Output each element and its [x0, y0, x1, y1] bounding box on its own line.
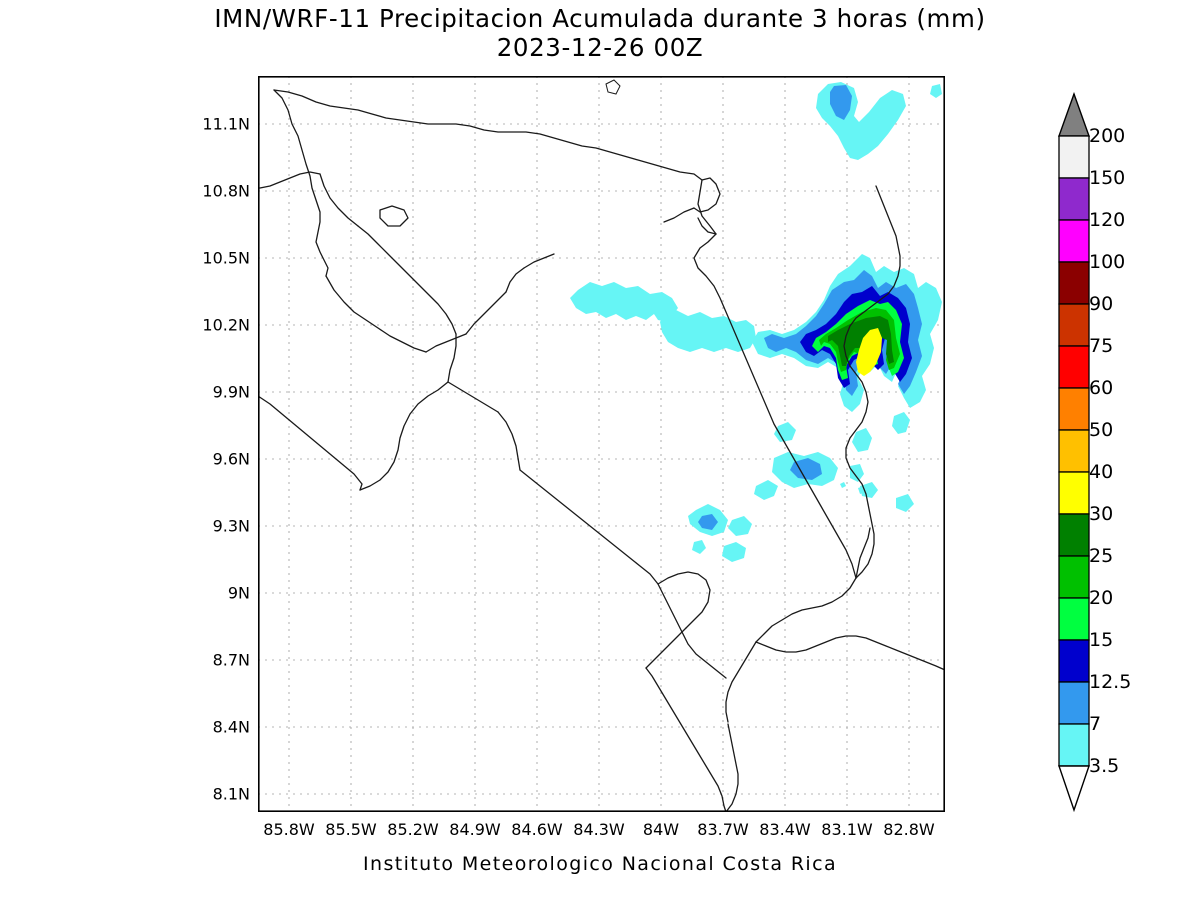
x-axis-label-8: 83.4W: [759, 820, 811, 839]
title-line-primary: IMN/WRF-11 Precipitacion Acumulada duran…: [214, 4, 986, 33]
plot-frame: [258, 76, 945, 812]
precip-cell-north: [816, 82, 942, 160]
y-axis-label-2: 10.5N: [202, 248, 250, 268]
colorbar-triangle-up: [1058, 91, 1090, 137]
colorbar-label-75: 75: [1089, 335, 1114, 357]
colorbar-swatch-120-150: [1058, 177, 1090, 221]
map-gridlines: [258, 76, 945, 812]
x-axis-label-0: 85.8W: [263, 820, 315, 839]
figure-title: IMN/WRF-11 Precipitacion Acumulada duran…: [0, 4, 1200, 62]
title-line-timestamp: 2023-12-26 00Z: [496, 33, 704, 62]
colorbar-label-60: 60: [1089, 377, 1114, 399]
map-background: [258, 76, 945, 812]
colorbar-swatches: [1058, 91, 1090, 813]
x-axis-label-5: 84.3W: [573, 820, 625, 839]
colorbar-label-90: 90: [1089, 293, 1114, 315]
precipitation-contours: [570, 79, 942, 562]
precip-cell-misc: [605, 79, 914, 512]
colorbar-swatch-3.5-7: [1058, 723, 1090, 767]
colorbar-swatch-20-25: [1058, 555, 1090, 599]
colorbar-swatch-150-200: [1058, 135, 1090, 179]
y-axis-label-6: 9.3N: [212, 516, 250, 536]
colorbar-swatch-25-30: [1058, 513, 1090, 557]
colorbar-label-3.5: 3.5: [1089, 755, 1120, 777]
colorbar-swatch-50-60: [1058, 387, 1090, 431]
x-axis-label-3: 84.9W: [449, 820, 501, 839]
precip-cell-central: [570, 282, 756, 352]
colorbar-swatch-15-20: [1058, 597, 1090, 641]
colorbar-swatch-30-40: [1058, 471, 1090, 515]
precip-cell-main: [752, 254, 942, 482]
colorbar-label-40: 40: [1089, 461, 1114, 483]
colorbar: 200 150 120 100 90 75 60 50 40 30 25 20 …: [1046, 91, 1196, 813]
colorbar-label-12.5: 12.5: [1089, 671, 1132, 693]
y-axis-label-10: 8.1N: [212, 784, 250, 804]
colorbar-swatch-60-75: [1058, 345, 1090, 389]
y-axis-label-0: 11.1N: [202, 114, 250, 134]
figure-credit: Instituto Meteorologico Nacional Costa R…: [363, 853, 837, 875]
x-axis-label-10: 82.8W: [883, 820, 935, 839]
x-axis-label-9: 83.1W: [821, 820, 873, 839]
y-axis-label-9: 8.4N: [212, 717, 250, 737]
colorbar-triangle-down: [1058, 765, 1090, 813]
colorbar-label-200: 200: [1089, 125, 1126, 147]
colorbar-label-50: 50: [1089, 419, 1114, 441]
colorbar-swatch-12.5-15: [1058, 639, 1090, 683]
map-canvas: [258, 76, 945, 812]
x-axis-label-4: 84.6W: [511, 820, 563, 839]
coastline-paths: [258, 89, 945, 812]
colorbar-label-15: 15: [1089, 629, 1114, 651]
colorbar-label-120: 120: [1089, 209, 1126, 231]
colorbar-swatch-7-12.5: [1058, 681, 1090, 725]
colorbar-label-7: 7: [1089, 713, 1102, 735]
x-axis-label-2: 85.2W: [387, 820, 439, 839]
colorbar-label-150: 150: [1089, 167, 1126, 189]
colorbar-swatch-90-100: [1058, 261, 1090, 305]
colorbar-label-100: 100: [1089, 251, 1126, 273]
x-axis-label-1: 85.5W: [325, 820, 377, 839]
x-axis-label-7: 83.7W: [697, 820, 749, 839]
x-axis-label-6: 84W: [642, 820, 680, 839]
colorbar-label-25: 25: [1089, 545, 1114, 567]
precip-cell-south: [688, 422, 866, 562]
y-axis-label-7: 9N: [227, 583, 250, 603]
y-axis-label-3: 10.2N: [202, 315, 250, 335]
colorbar-label-30: 30: [1089, 503, 1114, 525]
colorbar-swatch-40-50: [1058, 429, 1090, 473]
y-axis-label-4: 9.9N: [212, 382, 250, 402]
y-axis-label-5: 9.6N: [212, 449, 250, 469]
y-axis-label-8: 8.7N: [212, 650, 250, 670]
map-plot-area: 11.1N 10.8N 10.5N 10.2N 9.9N 9.6N 9.3N 9…: [202, 76, 945, 839]
colorbar-swatch-75-90: [1058, 303, 1090, 347]
y-axis-label-1: 10.8N: [202, 181, 250, 201]
colorbar-label-20: 20: [1089, 587, 1114, 609]
colorbar-swatch-100-120: [1058, 219, 1090, 263]
